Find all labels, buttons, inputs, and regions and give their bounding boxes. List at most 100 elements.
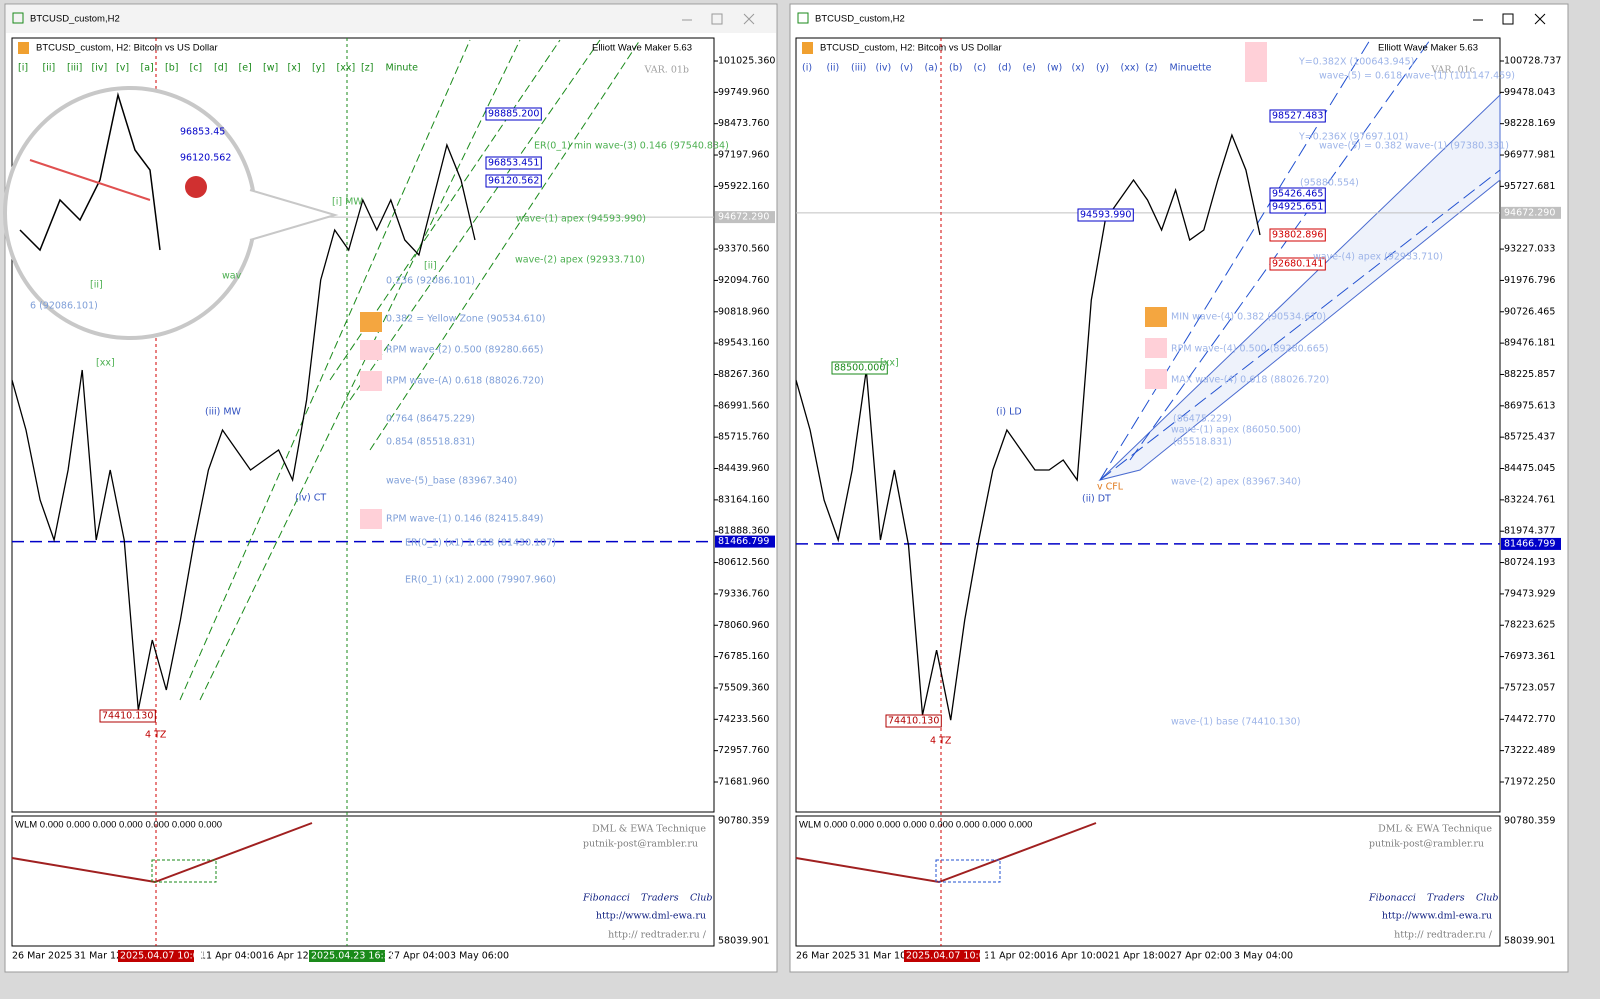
wave-button[interactable]: (iii) bbox=[851, 63, 866, 74]
wave-button[interactable]: (iv) bbox=[876, 63, 892, 74]
wave-button[interactable]: [d] bbox=[214, 63, 227, 74]
price-line bbox=[795, 133, 1261, 721]
wave-button[interactable]: [e] bbox=[239, 63, 252, 74]
wave-button[interactable]: (y) bbox=[1096, 63, 1109, 74]
wave-button[interactable]: [a] bbox=[141, 63, 154, 74]
wave-button[interactable]: (c) bbox=[974, 63, 987, 74]
wave-button[interactable]: [i] bbox=[18, 63, 28, 74]
close-button[interactable] bbox=[743, 13, 755, 25]
wave-button[interactable]: (v) bbox=[900, 63, 913, 74]
level-label: 95426.465 bbox=[1272, 189, 1323, 200]
watermark-text: DML & EWA Technique bbox=[592, 824, 706, 835]
wave-button[interactable]: (x) bbox=[1072, 63, 1085, 74]
price-tick-label: 83164.160 bbox=[718, 494, 769, 505]
level-label: MIN wave-(4) 0.382 (90534.610) bbox=[1171, 312, 1326, 323]
indicator-axis-label: 58039.901 bbox=[1504, 936, 1555, 947]
level-box bbox=[1269, 257, 1326, 271]
wave-button[interactable]: Minute bbox=[386, 63, 419, 74]
wave-button[interactable]: [b] bbox=[165, 63, 178, 74]
wave-button[interactable]: (e) bbox=[1023, 63, 1036, 74]
price-tick-label: 71972.250 bbox=[1504, 776, 1555, 787]
watermark-text: DML & EWA Technique bbox=[1378, 824, 1492, 835]
level-label: wave-(5) = 0.382 wave-(1) (97380.331) bbox=[1319, 141, 1509, 152]
price-tick-label: 80612.560 bbox=[718, 557, 769, 568]
wave-button[interactable]: [w] bbox=[263, 63, 278, 74]
level-label: 74410.130 bbox=[888, 716, 939, 727]
price-tick-label: 83224.761 bbox=[1504, 494, 1555, 505]
level-label: 93802.896 bbox=[1272, 230, 1323, 241]
level-label: Y=0.382X (100643.945) bbox=[1298, 57, 1414, 68]
lens-label: wav bbox=[222, 271, 242, 282]
level-label: Y=0.236X (97697.101) bbox=[1298, 132, 1408, 143]
wave-button[interactable]: (xx) bbox=[1121, 63, 1140, 74]
watermark-text: http:// redtrader.ru / bbox=[608, 930, 707, 941]
price-tick-label: 93370.560 bbox=[718, 244, 769, 255]
price-tick-label: 81974.377 bbox=[1504, 526, 1555, 537]
wave-button[interactable]: [iii] bbox=[67, 63, 82, 74]
price-tick-label: 90726.465 bbox=[1504, 306, 1555, 317]
price-tick-label: 85725.437 bbox=[1504, 432, 1555, 443]
wave-button[interactable]: (d) bbox=[998, 63, 1011, 74]
price-tick-label: 73222.489 bbox=[1504, 745, 1555, 756]
date-label: 21 Apr 18:00 bbox=[1108, 951, 1170, 962]
level-label: 94925.651 bbox=[1272, 202, 1323, 213]
date-tag-label: 2025.04.23 16:38 bbox=[311, 951, 396, 962]
level-label: RPM wave-(A) 0.618 (88026.720) bbox=[386, 376, 544, 387]
level-label: 96853.451 bbox=[488, 158, 539, 169]
wave-button[interactable]: (ii) bbox=[827, 63, 840, 74]
indicator-axis-label: 90780.359 bbox=[718, 816, 769, 827]
level-label: wave-(5)_base (83967.340) bbox=[386, 476, 517, 487]
indicator-area bbox=[795, 815, 1501, 947]
price-tick-label: 101025.360 bbox=[718, 55, 775, 66]
level-label: wave-(4) apex (92933.710) bbox=[1313, 252, 1443, 263]
wave-button[interactable]: [c] bbox=[190, 63, 203, 74]
wave-button[interactable]: (z) bbox=[1145, 63, 1157, 74]
price-tick-label: 72957.760 bbox=[718, 745, 769, 756]
price-tick-label: 97197.960 bbox=[718, 150, 769, 161]
date-label: 31 Mar 10:00 bbox=[858, 951, 921, 962]
price-tag bbox=[1501, 537, 1561, 550]
level-label: [ii] bbox=[424, 261, 437, 272]
price-tick-label: 91976.796 bbox=[1504, 275, 1555, 286]
window-title: BTCUSD_custom,H2 bbox=[815, 14, 905, 25]
maximize-button[interactable] bbox=[1502, 13, 1514, 25]
level-label: wave-(1) apex (86050.500) bbox=[1171, 425, 1301, 436]
price-tick-label: 95727.681 bbox=[1504, 181, 1555, 192]
price-tick-label: 99478.043 bbox=[1504, 87, 1555, 98]
price-tag-label: 81466.799 bbox=[718, 536, 769, 547]
wave-button[interactable]: [ii] bbox=[43, 63, 56, 74]
lens-label: 6 (92086.101) bbox=[30, 301, 98, 312]
zone-box bbox=[1145, 307, 1167, 327]
close-icon[interactable] bbox=[185, 176, 207, 198]
level-label: ER(0_1) min wave-(3) 0.146 (97540.834) bbox=[534, 141, 729, 152]
maximize-button[interactable] bbox=[711, 13, 723, 25]
wave-button[interactable]: [xx] bbox=[337, 63, 356, 74]
wave-button[interactable]: [v] bbox=[116, 63, 129, 74]
wave-button[interactable]: (i) bbox=[802, 63, 812, 74]
wave-button[interactable]: [z] bbox=[361, 63, 373, 74]
level-box bbox=[99, 709, 156, 723]
variant-label: VAR. 01b bbox=[644, 65, 689, 76]
level-label: 92680.141 bbox=[1272, 259, 1323, 270]
level-label: [i] MW bbox=[332, 197, 363, 208]
title-bar bbox=[6, 5, 776, 33]
watermark-text: http:// redtrader.ru / bbox=[1394, 930, 1493, 941]
wave-button[interactable]: (a) bbox=[925, 63, 938, 74]
wave-button[interactable]: (b) bbox=[949, 63, 962, 74]
price-tick-label: 98473.760 bbox=[718, 118, 769, 129]
level-label: (ii) DT bbox=[1082, 494, 1111, 505]
wave-button[interactable]: Minuette bbox=[1170, 63, 1212, 74]
close-button[interactable] bbox=[1534, 13, 1546, 25]
tool-name: Elliott Wave Maker 5.63 bbox=[1378, 43, 1478, 54]
wave-button[interactable]: (w) bbox=[1047, 63, 1062, 74]
level-label: 96120.562 bbox=[488, 176, 539, 187]
wave-button[interactable]: [x] bbox=[288, 63, 301, 74]
wave-button[interactable]: [iv] bbox=[92, 63, 108, 74]
level-label: ER(0_1) (x1) 1.618 (81430.107) bbox=[405, 538, 556, 549]
level-box bbox=[1077, 208, 1134, 222]
wave-button[interactable]: [y] bbox=[312, 63, 325, 74]
wave-channel bbox=[199, 39, 521, 701]
level-label: 4 TZ bbox=[145, 730, 167, 741]
level-label: [xx] bbox=[880, 358, 899, 369]
header-icon bbox=[802, 42, 813, 54]
